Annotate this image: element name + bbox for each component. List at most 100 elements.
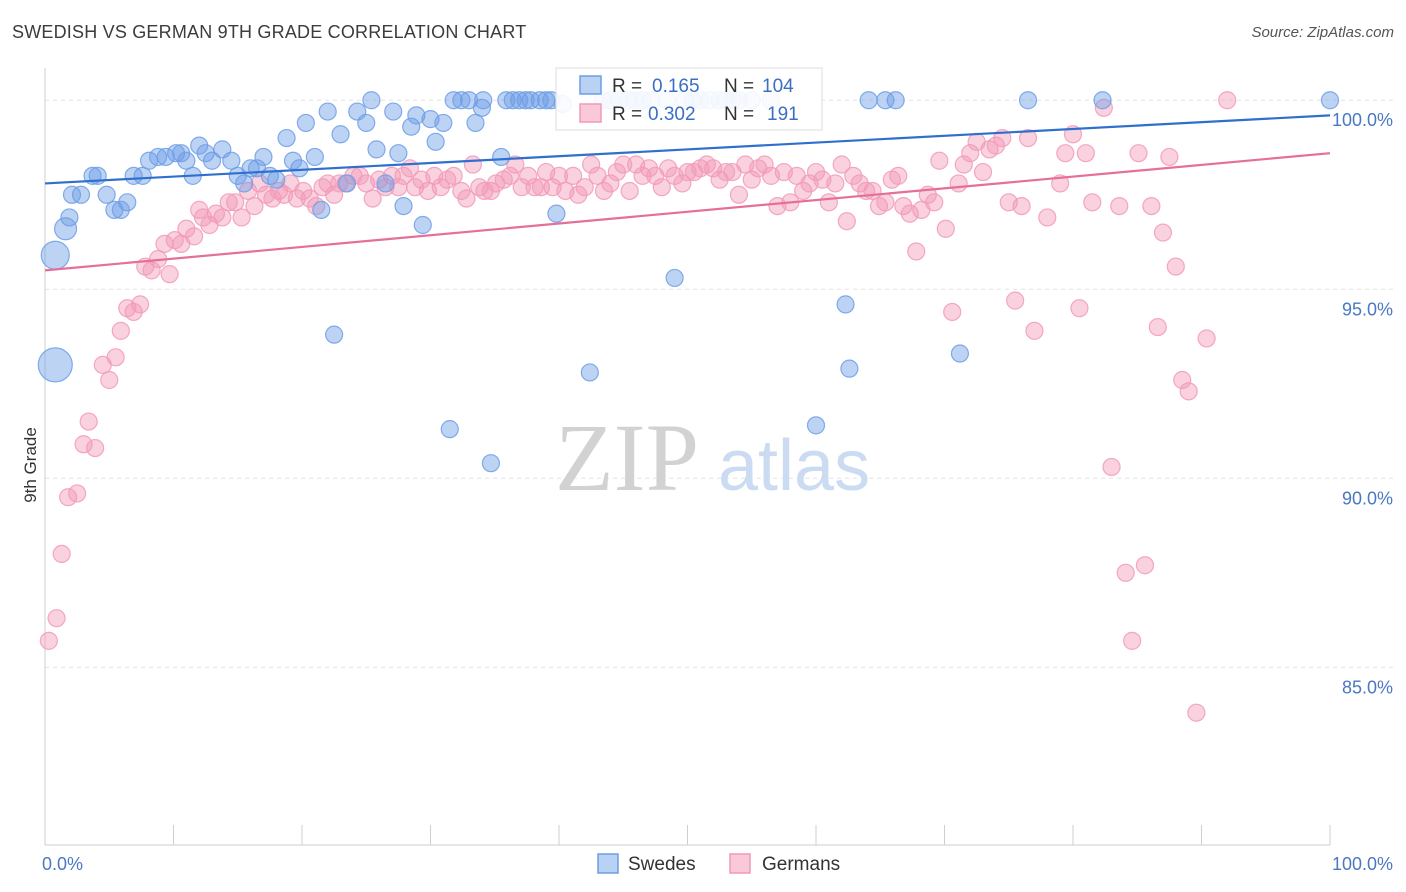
swedes-point xyxy=(472,98,491,117)
germans-point xyxy=(564,166,583,185)
germans-point xyxy=(594,181,614,201)
y-tick-label: 85.0% xyxy=(1342,677,1393,697)
germans-point xyxy=(949,174,968,193)
germans-point xyxy=(742,170,761,189)
germans-point xyxy=(894,196,913,216)
bottom-legend: Swedes Germans xyxy=(597,853,840,875)
y-tick-labels: 85.0% 90.0% 95.0% 100.0% xyxy=(1332,110,1393,697)
swedes-point xyxy=(312,200,331,219)
swedes-point xyxy=(413,215,432,235)
germans-point xyxy=(1056,144,1075,163)
swedes-point xyxy=(296,113,315,133)
germans-point xyxy=(729,185,749,204)
germans-point xyxy=(936,219,955,238)
germans-point xyxy=(100,370,119,390)
swedes-point xyxy=(325,325,344,344)
germans-point xyxy=(525,178,544,197)
swedes-point xyxy=(60,208,79,227)
germans-point xyxy=(943,302,962,322)
germans-point xyxy=(363,189,382,208)
germans-point xyxy=(519,166,538,185)
trend-line-germans xyxy=(44,152,1331,272)
germans-point xyxy=(86,438,105,458)
germans-point xyxy=(1218,91,1237,110)
swedes-point xyxy=(1018,91,1038,110)
germans-point xyxy=(512,178,531,197)
swedes-point xyxy=(580,363,599,382)
swedes-point xyxy=(318,102,337,121)
germans-point xyxy=(431,178,450,197)
swedes-point xyxy=(97,185,116,204)
germans-point xyxy=(673,174,692,193)
germans-point xyxy=(986,136,1006,155)
germans-point xyxy=(954,155,973,174)
germans-point xyxy=(1006,291,1025,310)
germans-point xyxy=(1142,196,1161,216)
germans-point xyxy=(1038,208,1057,227)
germans-point xyxy=(832,155,851,174)
germans-point xyxy=(794,181,813,201)
axes xyxy=(44,68,1331,846)
germans-point xyxy=(1116,563,1135,582)
germans-point xyxy=(633,166,652,185)
germans-point xyxy=(1070,299,1089,318)
swedes-point xyxy=(118,193,137,212)
germans-point xyxy=(755,155,774,174)
swedes-point xyxy=(177,151,196,170)
swedes-point xyxy=(402,117,421,136)
y-axis-title: 9th Grade xyxy=(21,427,40,503)
swedes-point xyxy=(290,159,309,178)
swedes-point xyxy=(367,140,386,159)
germans-point xyxy=(160,265,179,284)
germans-point xyxy=(457,189,476,208)
germans-point xyxy=(213,208,232,227)
chart-title: SWEDISH VS GERMAN 9TH GRADE CORRELATION … xyxy=(12,22,527,42)
germans-point xyxy=(1012,196,1031,216)
germans-point xyxy=(1173,370,1192,390)
germans-point xyxy=(601,174,620,193)
swedes-point xyxy=(37,347,73,383)
bottom-legend-swatch-germans xyxy=(729,853,751,874)
legend-n-value-swedes: 104 xyxy=(762,76,794,97)
swedes-point xyxy=(1320,91,1340,110)
germans-point xyxy=(1083,193,1102,212)
trend-lines xyxy=(44,114,1331,272)
bottom-legend-swedes: Swedes xyxy=(628,854,696,875)
germans-point xyxy=(1166,257,1185,276)
swedes-point xyxy=(267,170,286,189)
germans-point xyxy=(1110,196,1129,216)
watermark-zip: ZIP xyxy=(555,404,699,511)
germans-point xyxy=(330,174,349,193)
germans-point xyxy=(111,321,130,340)
swedes-point xyxy=(1093,91,1112,110)
swedes-point xyxy=(389,144,408,163)
germans-point xyxy=(1076,144,1095,163)
swedes-point xyxy=(362,91,381,110)
germans-point xyxy=(130,295,150,314)
x-tick-label-start: 0.0% xyxy=(42,854,83,874)
swedes-point xyxy=(394,196,413,216)
germans-point xyxy=(582,155,601,174)
legend-r-label-swedes: R = xyxy=(612,76,642,97)
swedes-point xyxy=(840,359,859,378)
legend-n-label-germans: N = xyxy=(724,104,754,125)
germans-point xyxy=(463,155,483,174)
germans-point xyxy=(826,174,845,193)
germans-point xyxy=(569,185,588,204)
swedes-point xyxy=(426,132,445,151)
swedes-point xyxy=(492,147,511,167)
germans-point xyxy=(444,166,463,185)
swedes-point xyxy=(331,125,350,144)
swedes-point xyxy=(466,113,485,133)
germans-point xyxy=(74,435,93,454)
watermark-atlas: atlas xyxy=(718,426,870,506)
legend-n-value-germans: 191 xyxy=(767,104,799,125)
swedes-point xyxy=(444,91,463,110)
germans-point xyxy=(1160,147,1179,167)
germans-point xyxy=(177,219,196,238)
germans-point xyxy=(325,185,344,204)
germans-point xyxy=(394,166,413,185)
swedes-point xyxy=(357,113,376,133)
legend-swatch-germans xyxy=(579,103,602,123)
